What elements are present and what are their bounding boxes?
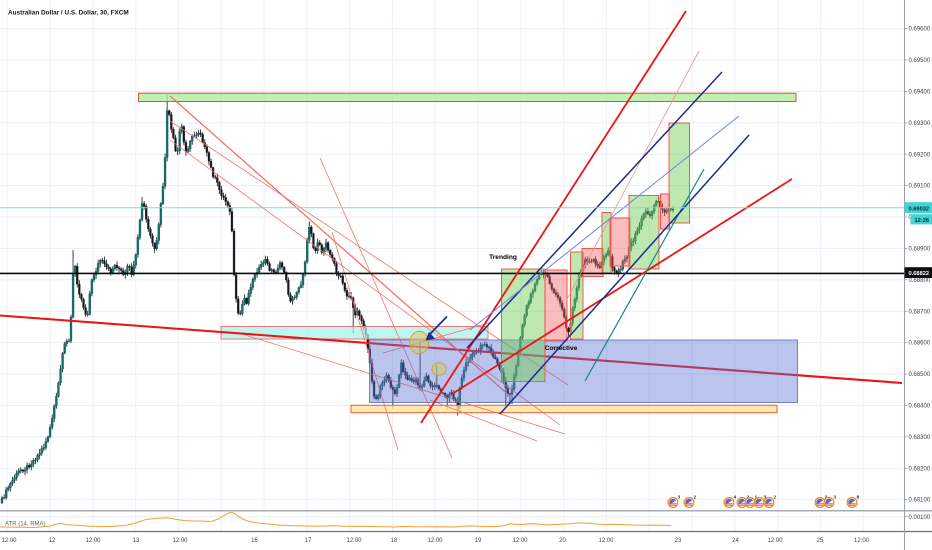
svg-text:Trending: Trending [489,254,517,261]
svg-text:12:00: 12:00 [854,538,870,544]
svg-text:0.69500: 0.69500 [909,58,931,64]
svg-text:0.68900: 0.68900 [909,247,931,253]
svg-text:12:00: 12:00 [427,538,443,544]
svg-text:20: 20 [559,538,566,544]
svg-text:2: 2 [774,495,777,501]
svg-text:2: 2 [694,495,697,501]
svg-text:19: 19 [475,538,482,544]
svg-text:2: 2 [825,495,828,501]
svg-text:0.69200: 0.69200 [909,152,931,158]
svg-text:12:00: 12:00 [1,538,17,544]
svg-text:0.69100: 0.69100 [909,184,931,190]
svg-text:0.68700: 0.68700 [909,309,931,315]
svg-text:0.69600: 0.69600 [909,27,931,33]
svg-text:4: 4 [734,495,737,501]
svg-text:8: 8 [857,495,860,501]
svg-text:Corrective: Corrective [545,345,578,352]
svg-text:12:00: 12:00 [85,538,101,544]
svg-text:0.68600: 0.68600 [909,341,931,347]
svg-text:3: 3 [834,495,837,501]
svg-text:24: 24 [732,538,739,544]
svg-text:Australian Dollar / U.S. Dolla: Australian Dollar / U.S. Dollar, 30, FXC… [8,9,129,16]
svg-text:3: 3 [764,495,767,501]
svg-text:16: 16 [251,538,258,544]
svg-text:0.68800: 0.68800 [909,278,931,284]
svg-text:12:00: 12:00 [767,538,783,544]
svg-text:23: 23 [675,538,682,544]
svg-text:12: 12 [49,538,56,544]
svg-text:3: 3 [678,495,681,501]
svg-text:0.00100: 0.00100 [909,515,931,521]
svg-text:1: 1 [755,495,758,501]
svg-text:25: 25 [817,538,824,544]
svg-text:0.68100: 0.68100 [909,498,931,504]
svg-text:12:00: 12:00 [346,538,362,544]
svg-text:13: 13 [133,538,140,544]
svg-text:12:00: 12:00 [172,538,188,544]
svg-text:18: 18 [391,538,398,544]
svg-text:0.69300: 0.69300 [909,121,931,127]
svg-text:0.68500: 0.68500 [909,372,931,378]
svg-text:0.68822: 0.68822 [909,271,930,277]
svg-text:17: 17 [305,538,312,544]
svg-text:0.68400: 0.68400 [909,404,931,410]
svg-text:0.69032: 0.69032 [909,206,930,212]
svg-text:ATR (14, RMA): ATR (14, RMA) [5,522,46,528]
svg-text:12:26: 12:26 [915,218,930,224]
svg-text:0.69400: 0.69400 [909,90,931,96]
svg-text:12:00: 12:00 [598,538,614,544]
svg-text:12:00: 12:00 [512,538,528,544]
svg-text:0.68300: 0.68300 [909,435,931,441]
svg-text:0.68200: 0.68200 [909,466,931,472]
